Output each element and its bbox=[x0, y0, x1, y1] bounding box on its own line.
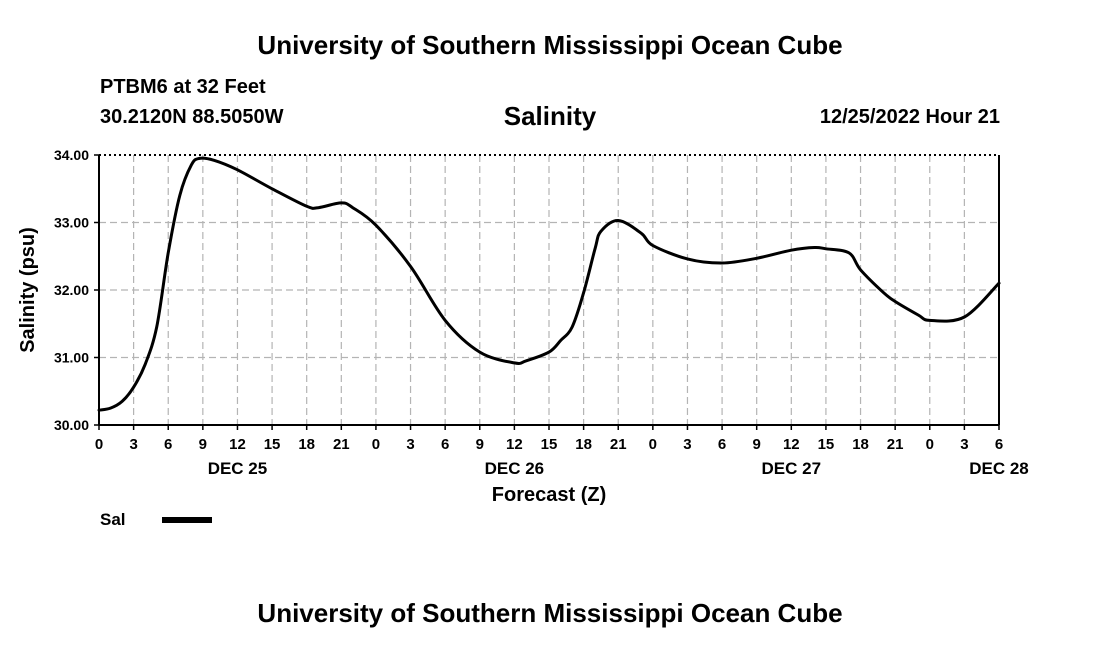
x-tick-label: 6 bbox=[164, 436, 172, 453]
x-tick-label: 18 bbox=[575, 436, 592, 453]
x-tick-label: 21 bbox=[610, 436, 627, 453]
x-tick-label: 0 bbox=[649, 436, 657, 453]
x-tick-label: 0 bbox=[95, 436, 103, 453]
station-label: PTBM6 at 32 Feet bbox=[100, 76, 266, 98]
x-tick-label: 3 bbox=[406, 436, 414, 453]
y-tick-label: 32.00 bbox=[54, 282, 89, 298]
date-label: DEC 26 bbox=[485, 459, 545, 478]
x-tick-label: 9 bbox=[199, 436, 207, 453]
y-tick-label: 30.00 bbox=[54, 417, 89, 433]
y-tick-label: 31.00 bbox=[54, 350, 89, 366]
x-tick-label: 15 bbox=[541, 436, 558, 453]
x-tick-label: 12 bbox=[506, 436, 523, 453]
x-tick-label: 12 bbox=[783, 436, 800, 453]
legend-line-swatch bbox=[162, 517, 212, 523]
x-tick-label: 21 bbox=[887, 436, 904, 453]
page-title: University of Southern Mississippi Ocean… bbox=[257, 30, 843, 60]
salinity-series-line bbox=[97, 156, 1001, 412]
x-tick-label: 9 bbox=[753, 436, 761, 453]
x-tick-label: 6 bbox=[441, 436, 449, 453]
chart-title: Salinity bbox=[503, 101, 597, 131]
x-tick-label: 9 bbox=[476, 436, 484, 453]
x-axis-title: Forecast (Z) bbox=[492, 484, 606, 506]
y-tick-label: 34.00 bbox=[54, 147, 89, 163]
x-tick-label: 15 bbox=[264, 436, 281, 453]
date-label: DEC 28 bbox=[969, 459, 1029, 478]
y-axis-title: Salinity (psu) bbox=[17, 227, 39, 353]
x-tick-label: 15 bbox=[818, 436, 835, 453]
y-tick-label: 33.00 bbox=[54, 215, 89, 231]
date-label: DEC 27 bbox=[762, 459, 822, 478]
x-tick-label: 18 bbox=[852, 436, 869, 453]
x-tick-label: 0 bbox=[372, 436, 380, 453]
x-tick-label: 12 bbox=[229, 436, 246, 453]
x-tick-label: 3 bbox=[960, 436, 968, 453]
x-tick-label: 6 bbox=[995, 436, 1003, 453]
x-tick-label: 21 bbox=[333, 436, 350, 453]
legend-label: Sal bbox=[100, 510, 126, 529]
footer-title: University of Southern Mississippi Ocean… bbox=[257, 598, 843, 628]
x-tick-label: 3 bbox=[129, 436, 137, 453]
x-tick-label: 3 bbox=[683, 436, 691, 453]
date-label: DEC 25 bbox=[208, 459, 268, 478]
x-tick-label: 6 bbox=[718, 436, 726, 453]
forecast-timestamp: 12/25/2022 Hour 21 bbox=[819, 106, 1000, 128]
coordinates-label: 30.2120N 88.5050W bbox=[100, 106, 284, 128]
x-tick-label: 18 bbox=[298, 436, 315, 453]
x-tick-label: 0 bbox=[926, 436, 934, 453]
